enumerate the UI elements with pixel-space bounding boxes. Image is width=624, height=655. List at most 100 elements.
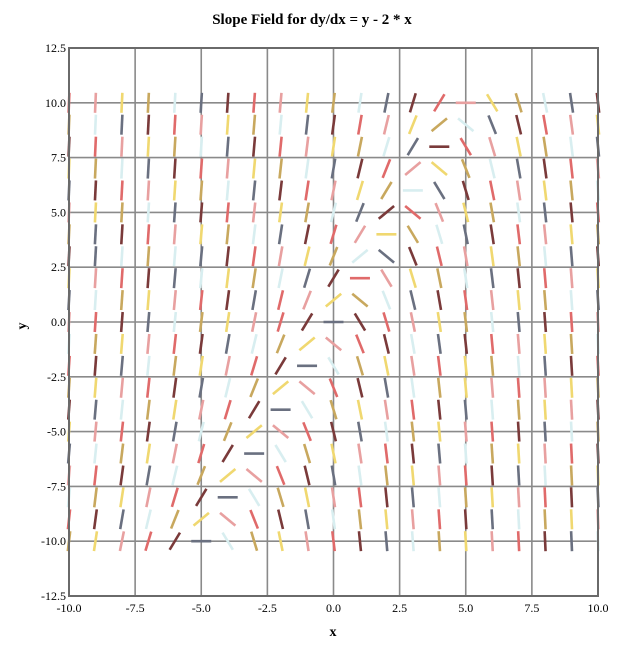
slope-segment bbox=[250, 311, 258, 333]
slope-segment bbox=[224, 377, 232, 398]
slope-segment bbox=[225, 289, 231, 311]
slope-segment bbox=[357, 487, 363, 508]
slope-segment bbox=[490, 487, 495, 508]
slope-segment bbox=[436, 333, 442, 355]
slope-segment bbox=[145, 487, 152, 508]
slope-segment bbox=[93, 465, 98, 486]
y-tick-label: 5.0 bbox=[51, 205, 66, 219]
slope-segment bbox=[198, 289, 204, 311]
slope-segment bbox=[460, 158, 471, 179]
slope-segment bbox=[459, 137, 473, 156]
slope-segment bbox=[119, 333, 124, 354]
slope-segment bbox=[463, 399, 468, 420]
slope-segment bbox=[377, 205, 395, 220]
slope-segment bbox=[516, 246, 522, 267]
slope-segment bbox=[172, 92, 177, 113]
slope-segment bbox=[277, 202, 284, 223]
slope-segment bbox=[382, 312, 391, 332]
slope-segment bbox=[404, 161, 422, 176]
slope-segment bbox=[225, 158, 230, 179]
slope-segment bbox=[146, 136, 151, 157]
slope-segment bbox=[272, 380, 290, 396]
slope-segment bbox=[543, 399, 547, 420]
slope-segment bbox=[490, 465, 495, 486]
slope-segment bbox=[302, 290, 312, 310]
slope-segment bbox=[278, 158, 283, 179]
y-axis-label: y bbox=[15, 323, 30, 330]
slope-segment bbox=[516, 443, 521, 464]
slope-segment bbox=[172, 158, 177, 179]
slope-segment bbox=[93, 311, 98, 333]
slope-segment bbox=[330, 136, 337, 157]
y-tick-label: -2.5 bbox=[47, 370, 66, 384]
slope-segment bbox=[278, 180, 284, 201]
slope-segment bbox=[119, 377, 125, 398]
slope-segment bbox=[198, 333, 204, 355]
slope-segment bbox=[119, 421, 125, 442]
slope-segment bbox=[225, 180, 230, 201]
slope-segment bbox=[298, 336, 316, 352]
slope-segment bbox=[516, 377, 521, 398]
slope-segment bbox=[543, 333, 548, 354]
slope-segment bbox=[118, 531, 126, 552]
slope-segment bbox=[462, 202, 470, 223]
slope-segment bbox=[119, 290, 124, 311]
slope-segment bbox=[172, 333, 178, 355]
slope-segment bbox=[300, 400, 314, 419]
slope-segment bbox=[515, 136, 522, 157]
slope-segment bbox=[409, 333, 416, 354]
slope-segment bbox=[542, 114, 549, 135]
slope-segment bbox=[515, 114, 523, 135]
slope-segment bbox=[302, 268, 312, 289]
slope-segment bbox=[437, 399, 442, 420]
slope-segment bbox=[410, 377, 416, 398]
slope-segment bbox=[303, 224, 311, 245]
slope-segment bbox=[569, 158, 574, 179]
slope-segment bbox=[119, 355, 125, 376]
slope-segment bbox=[543, 487, 547, 508]
slope-segment bbox=[93, 377, 98, 398]
slope-segment bbox=[168, 531, 182, 551]
slope-segment bbox=[276, 312, 285, 332]
slope-segment bbox=[145, 465, 152, 486]
slope-segment bbox=[355, 334, 365, 354]
slope-segment bbox=[463, 465, 468, 486]
slope-segment bbox=[463, 289, 469, 311]
slope-segment bbox=[355, 202, 365, 223]
slope-segment bbox=[251, 180, 257, 201]
slope-segment bbox=[145, 399, 151, 420]
slope-segment bbox=[410, 443, 416, 464]
slope-segment bbox=[408, 268, 417, 289]
slope-segment bbox=[543, 421, 547, 442]
slope-segment bbox=[198, 377, 205, 398]
slope-segment bbox=[516, 268, 521, 289]
slope-segment bbox=[436, 268, 443, 289]
slope-segment bbox=[277, 531, 284, 552]
slope-segment bbox=[543, 377, 548, 398]
slope-segment bbox=[93, 202, 98, 223]
slope-segment bbox=[515, 158, 522, 179]
slope-segment bbox=[434, 202, 445, 223]
slope-segment bbox=[382, 333, 391, 354]
slope-segment bbox=[543, 465, 547, 486]
slope-segment bbox=[93, 180, 98, 201]
slope-segment bbox=[516, 531, 521, 552]
slope-segment bbox=[93, 136, 98, 157]
slope-segment bbox=[146, 92, 151, 113]
slope-segment bbox=[304, 158, 310, 179]
slope-segment bbox=[92, 487, 98, 508]
slope-segment bbox=[380, 268, 393, 288]
slope-segment bbox=[146, 268, 151, 289]
slope-segment bbox=[433, 93, 446, 113]
slope-segment bbox=[355, 180, 365, 201]
slope-segment bbox=[252, 114, 257, 135]
slope-segment bbox=[569, 202, 574, 223]
slope-segment bbox=[225, 92, 230, 113]
slope-segment bbox=[543, 355, 548, 376]
slope-segment bbox=[463, 487, 468, 508]
slope-segment bbox=[542, 202, 548, 223]
slope-segment bbox=[490, 377, 495, 398]
slope-segment bbox=[489, 202, 496, 223]
y-tick-label: -5.0 bbox=[47, 425, 66, 439]
slope-segment bbox=[569, 399, 574, 420]
